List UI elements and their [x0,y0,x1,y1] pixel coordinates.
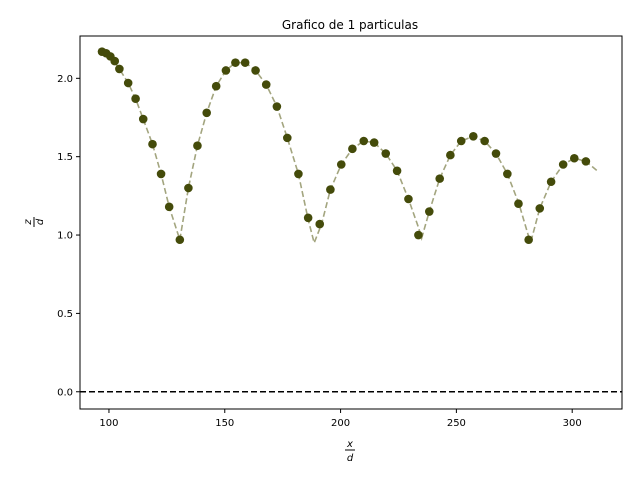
data-point [123,78,133,88]
data-point [503,169,512,179]
data-point [456,136,466,146]
data-point [164,202,174,212]
data-point [446,150,455,160]
x-tick-label: 200 [331,418,350,429]
data-point [294,169,303,179]
x-tick-label: 300 [563,418,582,429]
data-point [193,141,202,151]
plot-frame [79,35,623,410]
data-point [480,136,489,146]
x-axis-label: x d [345,439,355,464]
data-point [581,157,591,166]
data-point [569,153,579,163]
y-axis-label-denominator: d [35,218,46,225]
data-point [261,80,271,89]
data-point [326,185,335,194]
data-point [336,160,346,169]
data-point [272,102,282,111]
data-point [404,194,413,204]
data-point [424,207,434,216]
data-point [138,114,148,124]
data-point [175,235,185,245]
data-point [303,213,313,223]
data-point [435,174,445,183]
data-point [231,58,240,67]
data-point [315,219,325,229]
x-tick-label: 100 [99,418,118,429]
data-point [251,66,260,75]
data-point [221,66,231,75]
data-point [184,183,193,193]
y-tick-label: 0.5 [57,309,73,320]
y-tick-label: 0.0 [57,387,73,398]
data-point [524,235,533,245]
data-point [148,139,157,149]
x-axis-label-denominator: d [347,453,354,464]
data-point [546,177,556,187]
data-point [240,58,250,67]
data-point [131,94,140,103]
y-tick-label: 1.0 [57,231,73,242]
data-point [348,144,357,154]
data-point [558,160,568,169]
y-axis-label-numerator: z [23,219,34,226]
trajectory-line [101,50,598,246]
y-tick-label: 1.5 [57,152,73,163]
data-point [392,166,402,176]
data-point [156,169,166,179]
data-point [359,136,369,146]
data-point [491,149,501,158]
data-point [381,149,391,158]
x-tick-label: 250 [447,418,466,429]
x-tick-label: 150 [215,418,234,429]
data-point [535,204,545,213]
data-point [414,230,423,240]
data-point [369,138,379,147]
y-tick-label: 2.0 [57,74,73,85]
data-point [110,56,120,66]
chart-title: Grafico de 1 particulas [282,18,418,32]
data-point [211,81,221,91]
data-point [469,132,478,141]
data-point [514,199,523,208]
y-axis-label: z d [23,217,46,227]
data-point [115,64,124,74]
x-axis-label-numerator: x [346,439,353,450]
data-point [202,108,211,118]
data-point [283,133,292,143]
